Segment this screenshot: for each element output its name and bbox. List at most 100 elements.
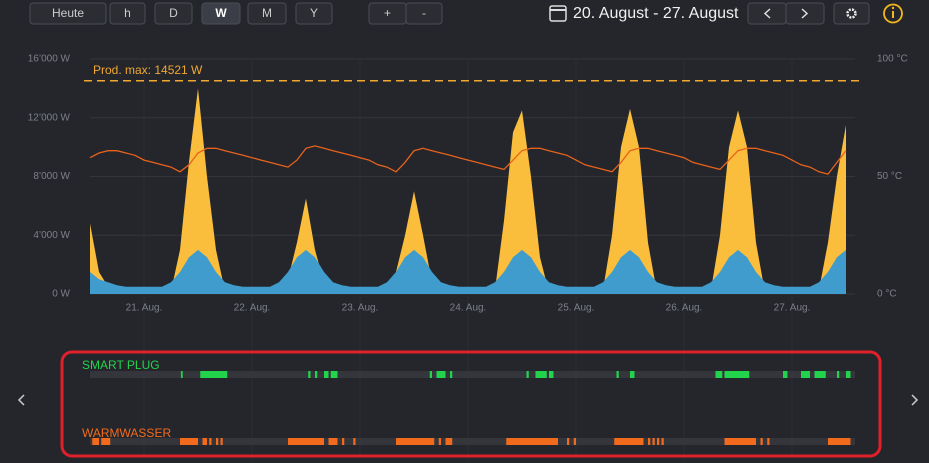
on-interval — [801, 371, 810, 378]
on-interval — [616, 371, 619, 378]
on-interval — [396, 438, 435, 445]
on-interval — [308, 371, 311, 378]
on-interval — [353, 438, 356, 445]
toolbar-button-label: h — [124, 6, 131, 20]
y2-tick-label: 100 °C — [877, 54, 908, 65]
y2-tick-label: 0 °C — [877, 289, 897, 300]
toolbar-button[interactable] — [247, 2, 287, 25]
on-interval — [436, 371, 446, 378]
on-interval — [715, 371, 723, 378]
on-interval — [324, 371, 329, 378]
y-tick-label: 8’000 W — [33, 171, 70, 182]
on-interval — [846, 371, 851, 378]
x-tick-label: 22. Aug. — [234, 303, 271, 314]
max-label: Prod. max: 14521 W — [93, 63, 203, 77]
timeline: SMART PLUG WARMWASSER — [82, 358, 855, 445]
on-interval — [445, 438, 453, 445]
on-interval — [535, 371, 547, 378]
on-interval — [180, 371, 183, 378]
next-button[interactable] — [785, 2, 825, 25]
toolbar-button-label: M — [262, 6, 272, 20]
toolbar-button[interactable] — [154, 2, 193, 25]
on-interval — [767, 438, 770, 445]
row-track — [90, 438, 855, 445]
on-interval — [330, 371, 338, 378]
x-tick-label: 21. Aug. — [126, 303, 163, 314]
on-interval — [661, 438, 664, 445]
on-interval — [209, 438, 212, 445]
info-button[interactable] — [883, 3, 903, 24]
on-interval — [783, 371, 788, 378]
prev-icon — [763, 8, 771, 19]
on-interval — [180, 438, 198, 445]
on-interval — [101, 438, 111, 445]
scroll-right[interactable] — [911, 394, 919, 406]
highlight-box — [60, 350, 882, 458]
chart: 0 W 4’000 W 8’000 W 12’000 W 16’000 W 0 °C 50 … — [28, 54, 908, 460]
on-interval — [288, 438, 324, 445]
toolbar-button-label: + — [384, 6, 391, 20]
scroll-left[interactable] — [17, 394, 25, 406]
date-picker[interactable]: 20. August - 27. August — [549, 5, 739, 22]
on-interval — [567, 438, 570, 445]
on-interval — [506, 438, 558, 445]
x-tick-label: 27. Aug. — [774, 303, 811, 314]
area — [90, 249, 846, 294]
y-tick-label: 4’000 W — [33, 230, 70, 241]
info-icon-dot — [891, 6, 895, 10]
next-icon — [801, 8, 809, 19]
on-interval — [837, 371, 840, 378]
row-label: SMART PLUG — [82, 358, 160, 372]
toolbar-button[interactable] — [29, 2, 107, 25]
y-tick-label: 16’000 W — [28, 54, 71, 65]
settings-button[interactable] — [833, 2, 870, 25]
calendar-icon — [549, 5, 567, 22]
on-interval — [630, 371, 635, 378]
toolbar-button-label: - — [422, 6, 426, 20]
prev-button[interactable] — [747, 2, 787, 25]
gear-icon — [846, 8, 857, 19]
on-interval — [760, 438, 763, 445]
on-interval — [648, 438, 651, 445]
x-tick-label: 23. Aug. — [342, 303, 379, 314]
on-interval — [438, 438, 441, 445]
toolbar-button[interactable] — [109, 2, 146, 25]
toolbar-button-label: Heute — [52, 6, 84, 20]
on-interval — [315, 371, 318, 378]
toolbar-button-label: D — [169, 6, 178, 20]
toolbar-button[interactable] — [201, 2, 241, 25]
x-tick-label: 25. Aug. — [558, 303, 595, 314]
on-interval — [814, 371, 826, 378]
on-interval — [216, 438, 219, 445]
on-interval — [724, 438, 756, 445]
on-interval — [450, 371, 453, 378]
date-range: 20. August - 27. August — [573, 5, 739, 22]
on-interval — [526, 371, 529, 378]
on-interval — [657, 438, 660, 445]
on-interval — [828, 438, 851, 445]
on-interval — [342, 438, 345, 445]
on-interval — [549, 371, 554, 378]
x-tick-label: 24. Aug. — [450, 303, 487, 314]
y2-tick-label: 50 °C — [877, 171, 902, 182]
on-interval — [614, 438, 644, 445]
on-interval — [92, 438, 99, 445]
toolbar: Heute h D W M Y + - — [29, 2, 443, 25]
y-tick-label: 0 W — [52, 289, 70, 300]
y-tick-label: 12’000 W — [28, 112, 71, 123]
on-interval — [328, 438, 338, 445]
toolbar-button[interactable] — [295, 2, 333, 25]
on-interval — [200, 371, 228, 378]
on-interval — [652, 438, 655, 445]
toolbar-button-label: Y — [310, 6, 318, 20]
on-interval — [429, 371, 432, 378]
on-interval — [573, 438, 576, 445]
x-tick-label: 26. Aug. — [666, 303, 703, 314]
on-interval — [202, 438, 207, 445]
toolbar-button-label: W — [215, 6, 227, 20]
toolbar-button[interactable] — [405, 2, 443, 25]
on-interval — [724, 371, 750, 378]
